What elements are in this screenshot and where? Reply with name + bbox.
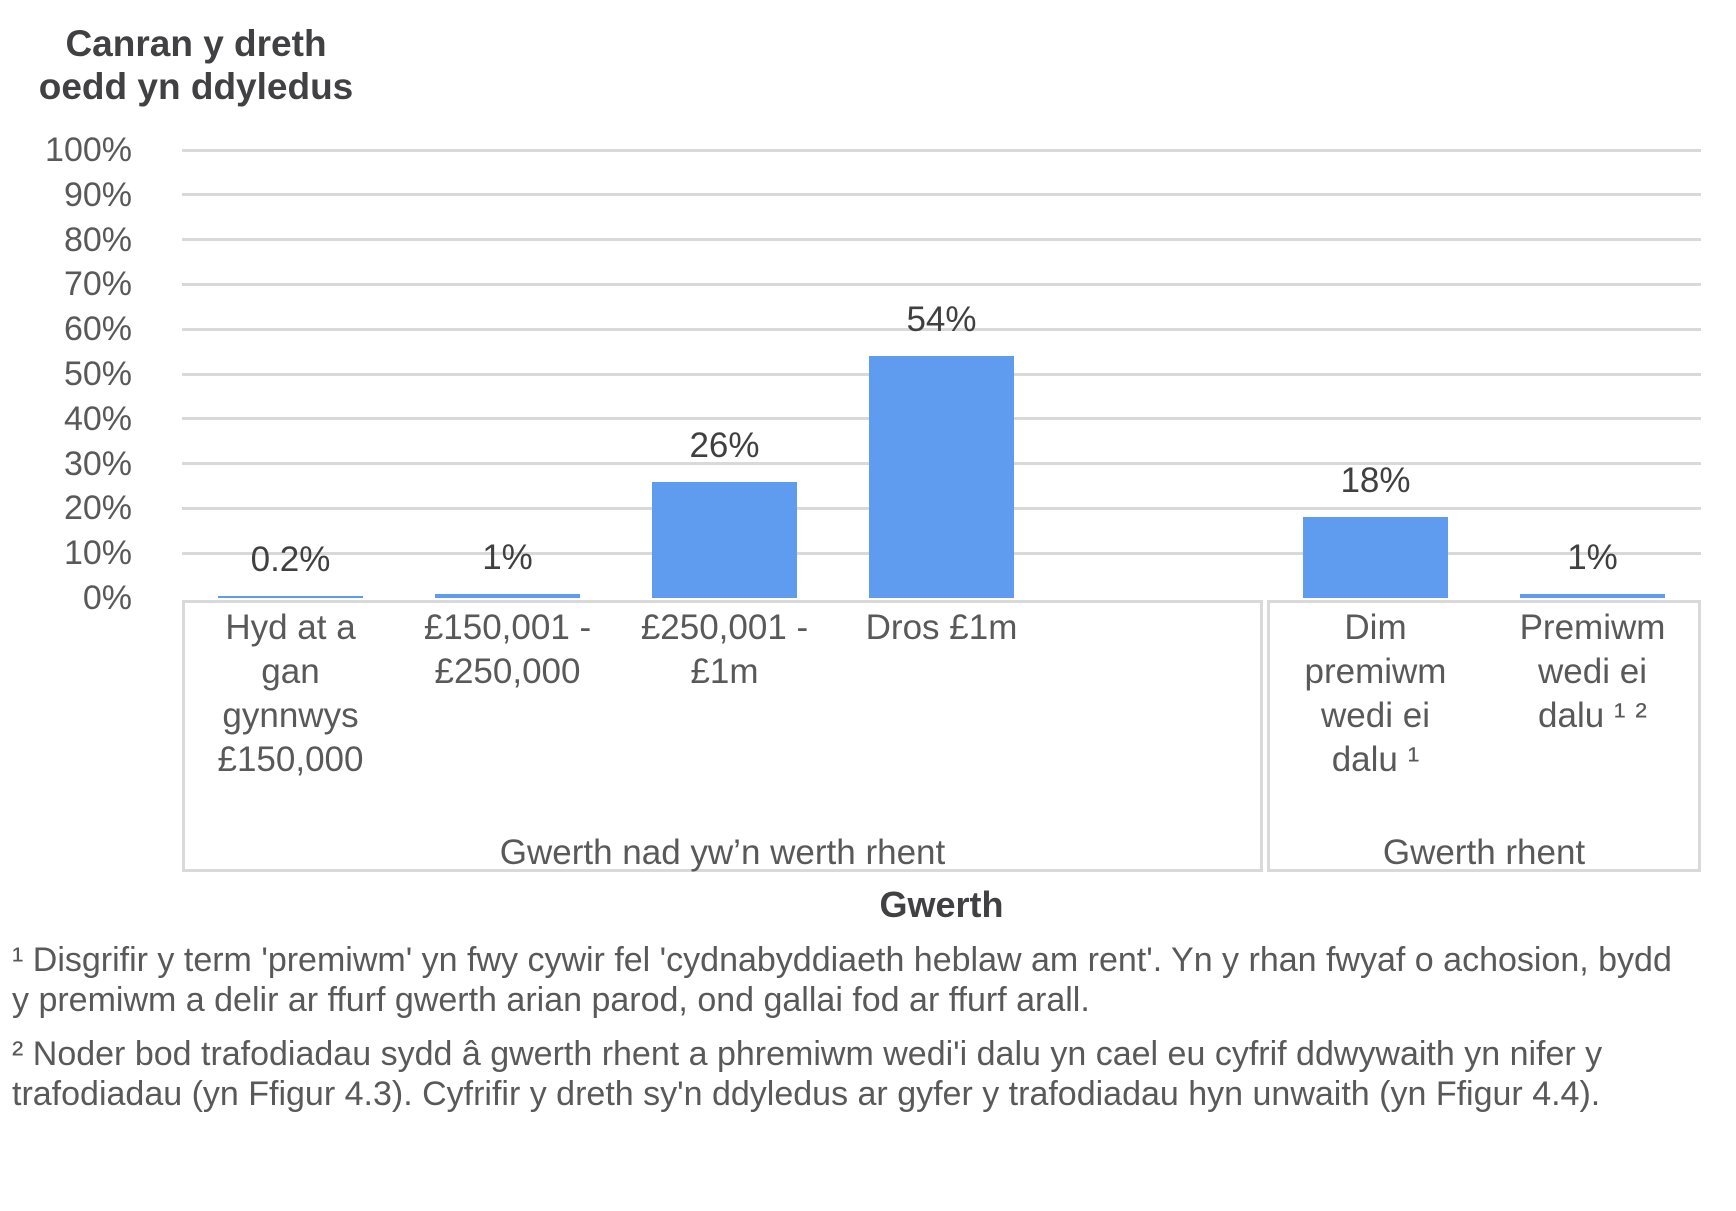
category-label-5: Dim premiwm wedi ei dalu ¹ [1304, 608, 1447, 779]
y-tick-label-60%: 60% [63, 310, 132, 349]
bar-value-label-3: 26% [689, 425, 760, 465]
gridline-100% [182, 148, 1701, 152]
y-tick-label-50%: 50% [63, 355, 132, 393]
y-tick-label-40%: 40% [63, 399, 132, 438]
gridline-60% [182, 327, 1701, 331]
bar-value-label-6: 1% [1567, 537, 1618, 577]
bar-6 [1520, 593, 1665, 598]
category-group-box-non-rental [182, 600, 1263, 872]
y-tick-label-10%: 10% [63, 534, 132, 573]
bar-5 [1303, 517, 1448, 598]
y-tick-label-0%: 0% [82, 579, 132, 617]
y-axis-title-line-1: Canran y dreth [65, 23, 327, 64]
gridline-70% [182, 282, 1701, 286]
y-axis-title: Canran y dreth oedd yn ddyledus [16, 22, 376, 108]
y-axis-title-line-2: oedd yn ddyledus [38, 66, 354, 107]
y-tick-label-30%: 30% [63, 444, 132, 483]
group-label-rental: Gwerth rhent [1382, 833, 1586, 872]
y-tick-label-70%: 70% [63, 265, 132, 304]
category-label-1: Hyd at a gan gynnwys £150,000 [217, 608, 364, 779]
bar-value-label-1: 0.2% [250, 540, 331, 579]
category-label-6: Premiwm wedi ei dalu ¹ ² [1519, 608, 1666, 735]
bar-value-label-2: 1% [482, 537, 533, 577]
category-label-3: £250,001 - £1m [640, 608, 809, 691]
bar-2 [435, 593, 580, 598]
y-tick-label-80%: 80% [63, 220, 132, 259]
y-tick-label-90%: 90% [63, 175, 132, 214]
bar-4 [869, 356, 1014, 598]
bar-1 [218, 596, 363, 598]
group-label-non-rental: Gwerth nad yw’n werth rhent [499, 833, 946, 872]
footnote-2: ² Noder bod trafodiadau sydd â gwerth rh… [12, 1035, 1603, 1113]
y-tick-label-20%: 20% [63, 489, 132, 528]
category-group-box-rental [1267, 600, 1701, 872]
bar-3 [652, 481, 797, 598]
category-label-2: £150,001 - £250,000 [423, 608, 592, 691]
y-tick-label-100%: 100% [45, 131, 132, 169]
gridline-80% [182, 238, 1701, 242]
bar-value-label-5: 18% [1340, 461, 1411, 501]
gridline-90% [182, 193, 1701, 197]
bar-value-label-4: 54% [906, 300, 977, 340]
category-label-4: Dros £1m [865, 608, 1018, 647]
x-axis-title: Gwerth [879, 884, 1004, 925]
footnote-1: ¹ Disgrifir y term 'premiwm' yn fwy cywi… [12, 941, 1672, 1019]
